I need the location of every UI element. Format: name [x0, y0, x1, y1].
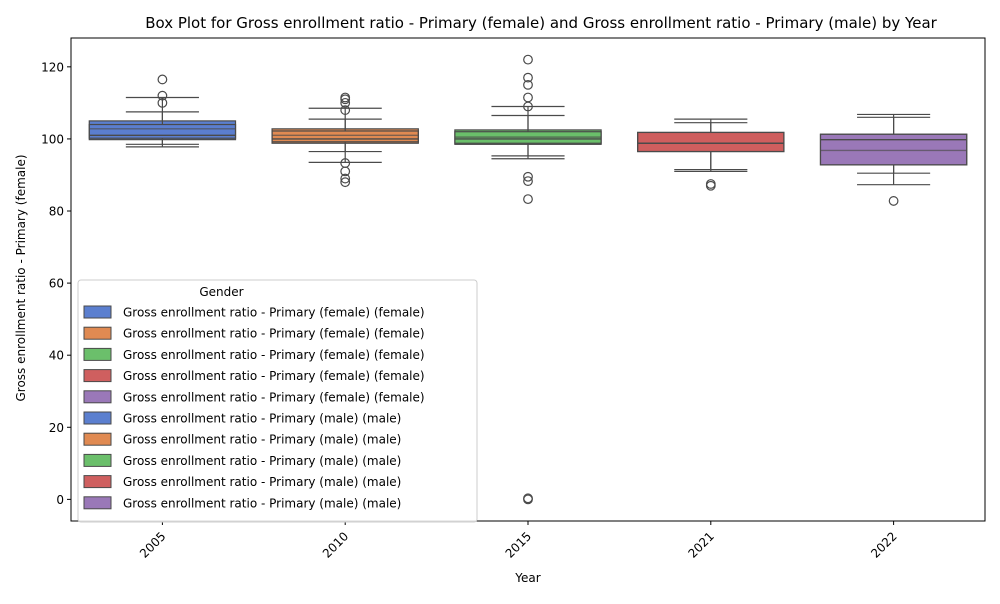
box-2010: [271, 130, 419, 143]
outlier-point: [523, 79, 533, 90]
y-tick-label: 60: [49, 277, 64, 291]
legend-entry-label: Gross enrollment ratio - Primary (male) …: [123, 454, 401, 468]
outlier-point: [157, 97, 168, 108]
legend-entry-label: Gross enrollment ratio - Primary (female…: [123, 369, 425, 383]
outlier-point: [888, 196, 899, 206]
y-axis-label: Gross enrollment ratio - Primary (female…: [14, 154, 28, 401]
box-2021: [637, 131, 785, 153]
chart-title: Box Plot for Gross enrollment ratio - Pr…: [145, 14, 937, 32]
legend-swatch: [83, 453, 112, 467]
outlier-point: [157, 90, 168, 101]
outlier-point: [340, 166, 351, 177]
outlier-point: [523, 54, 533, 65]
box-2005: [88, 123, 237, 139]
y-tick-label: 20: [49, 421, 64, 435]
x-axis-label: Year: [514, 571, 540, 585]
box-group-2010: [271, 92, 419, 188]
x-tick-label: 2022: [868, 529, 899, 560]
legend-swatch: [83, 411, 112, 425]
y-tick-label: 120: [41, 60, 64, 74]
legend-entry-label: Gross enrollment ratio - Primary (female…: [123, 306, 425, 320]
x-tick-label: 2010: [320, 529, 351, 560]
box-group-2015: [454, 54, 602, 505]
legend-title: Gender: [199, 285, 243, 299]
outlier-point: [340, 105, 351, 115]
outlier-point: [705, 180, 716, 191]
legend-swatch: [83, 432, 112, 446]
legend-swatch: [83, 347, 112, 361]
outlier-point: [523, 92, 533, 103]
outlier-point: [523, 171, 533, 182]
legend: Gender Gross enrollment ratio - Primary (…: [77, 279, 478, 523]
plot-area: 0 20 40 60 80 100 120 2005 2010 2015 2021 2022: [41, 37, 986, 561]
outlier-point: [157, 74, 168, 85]
y-tick-label: 80: [49, 205, 64, 219]
x-tick-label: 2021: [685, 529, 716, 560]
box-2015: [454, 131, 602, 144]
legend-swatch: [83, 369, 112, 383]
legend-swatch: [83, 305, 112, 319]
outlier-point: [340, 94, 351, 105]
legend-swatch: [83, 496, 112, 510]
legend-swatch: [83, 475, 112, 489]
outlier-point: [523, 194, 533, 205]
legend-entry-label: Gross enrollment ratio - Primary (female…: [123, 327, 425, 341]
legend-entry-label: Gross enrollment ratio - Primary (female…: [123, 348, 425, 362]
outlier-point: [340, 97, 351, 108]
legend-swatch: [83, 390, 112, 404]
x-tick-label: 2015: [503, 529, 534, 560]
box-group-2022: [819, 113, 968, 206]
legend-box: [77, 279, 478, 523]
legend-entry-label: Gross enrollment ratio - Primary (male) …: [123, 433, 401, 447]
legend-entry-label: Gross enrollment ratio - Primary (female…: [123, 390, 425, 404]
outlier-point: [523, 72, 533, 83]
legend-entry-label: Gross enrollment ratio - Primary (male) …: [123, 412, 401, 426]
outlier-point: [340, 177, 351, 188]
outlier-point: [523, 176, 533, 186]
box-group-2005: [88, 74, 237, 148]
legend-entry-label: Gross enrollment ratio - Primary (male) …: [123, 475, 401, 489]
x-tick-label: 2005: [137, 529, 168, 560]
legend-entry-label: Gross enrollment ratio - Primary (male) …: [123, 496, 401, 510]
outlier-point: [523, 494, 533, 505]
box-group-2021: [637, 118, 785, 191]
legend-swatch: [83, 326, 112, 340]
y-tick-label: 100: [41, 132, 64, 146]
outlier-point: [523, 101, 533, 112]
y-tick-label: 40: [49, 349, 64, 363]
outlier-point: [340, 173, 351, 184]
box-2022: [819, 133, 968, 166]
y-tick-label: 0: [56, 493, 64, 507]
